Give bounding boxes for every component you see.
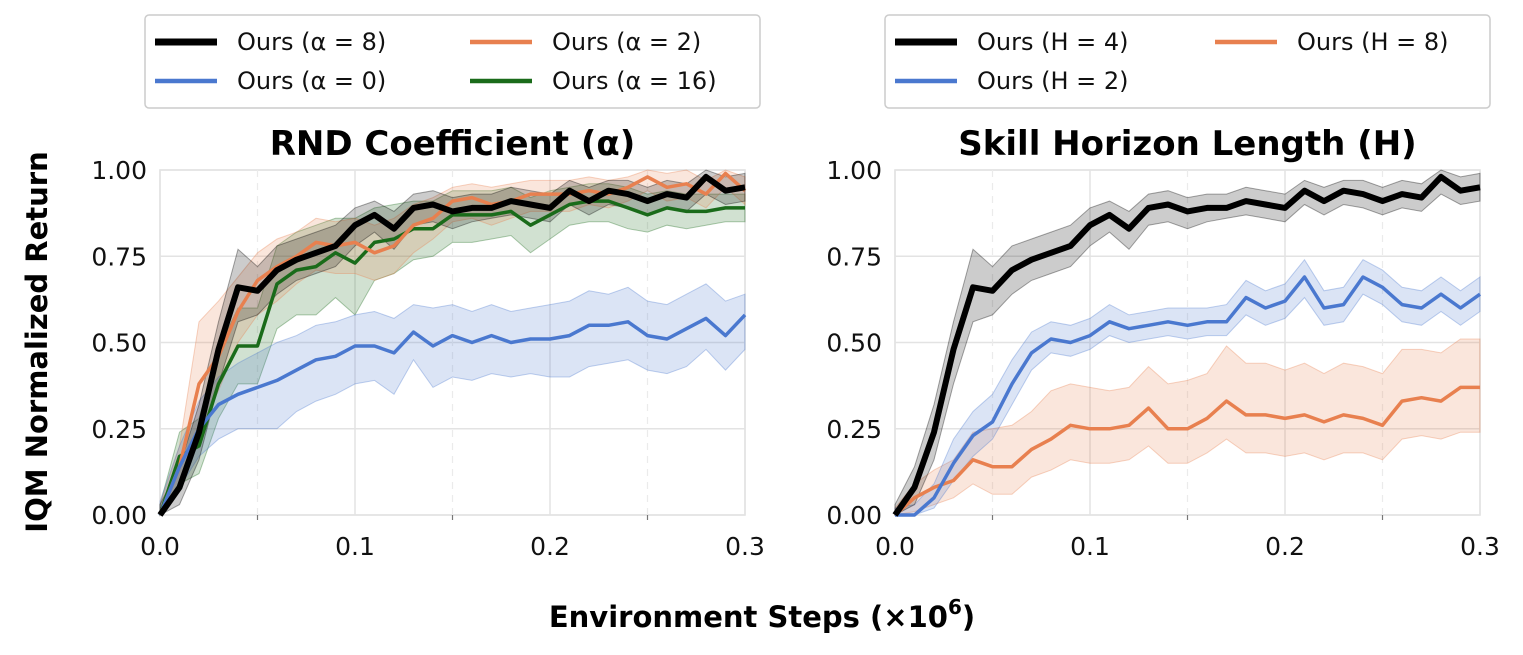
y-tick-label: 0.50 [91,329,147,358]
x-tick-label: 0.2 [1265,532,1305,561]
legend: Ours (H = 4) Ours (H = 2) Ours (H = 8) [884,14,1491,109]
series-line [893,385,1480,517]
series-line [157,173,746,517]
x-tick-label: 0.3 [725,532,765,561]
y-tick-label: 0.75 [91,242,147,271]
x-axis-label: Environment Steps (×106) [549,595,975,634]
legend-label: Ours (H = 8) [1297,28,1449,56]
x-axis-label-exponent: 6 [948,595,962,619]
x-tick-label: 0.3 [1460,532,1500,561]
series-line [158,171,747,516]
y-tick-label: 0.00 [91,501,147,530]
panel-rnd-coefficient: 0.00 0.25 0.50 0.75 1.00 0.0 0.1 0.2 0.3 RND Coef… [91,14,765,561]
series-line [158,199,745,516]
panel-skill-horizon-length: 0.00 0.25 0.50 0.75 1.00 0.0 0.1 0.2 0.3 Skill Ho… [826,14,1500,561]
series-line [895,275,1482,517]
x-tick-label: 0.0 [875,532,915,561]
y-axis-label: IQM Normalized Return [20,151,54,532]
legend-label: Ours (α = 16) [552,67,717,95]
y-tick-label: 0.25 [91,415,147,444]
confidence-band [159,283,746,517]
series-line [892,173,1481,517]
y-tick-label: 0.25 [826,415,882,444]
x-tick-label: 0.0 [140,532,180,561]
legend-label: Ours (H = 2) [977,67,1129,95]
legend-box [144,14,761,109]
confidence-band [894,258,1481,516]
x-tick-label: 0.1 [1070,532,1110,561]
x-tick-label: 0.2 [530,532,570,561]
y-tick-label: 0.50 [826,329,882,358]
y-tick-label: 0.75 [826,242,882,271]
y-tick-label: 1.00 [91,156,147,185]
x-axis-label-main: Environment Steps (×10 [549,600,948,634]
x-axis-label-close: ) [962,600,975,634]
chart-title: RND Coefficient (α) [270,124,636,164]
legend-box [884,14,1491,109]
legend: Ours (α = 8) Ours (α = 0) Ours (α = 2) Ours… [144,14,761,109]
chart-title: Skill Horizon Length (H) [958,124,1416,164]
legend-label: Ours (α = 8) [237,28,386,56]
legend-label: Ours (α = 2) [552,28,701,56]
y-tick-label: 0.00 [826,501,882,530]
y-tick-label: 1.00 [826,156,882,185]
series-line [158,313,747,516]
legend-label: Ours (H = 4) [977,28,1129,56]
x-tick-label: 0.1 [335,532,375,561]
legend-label: Ours (α = 0) [237,67,386,95]
